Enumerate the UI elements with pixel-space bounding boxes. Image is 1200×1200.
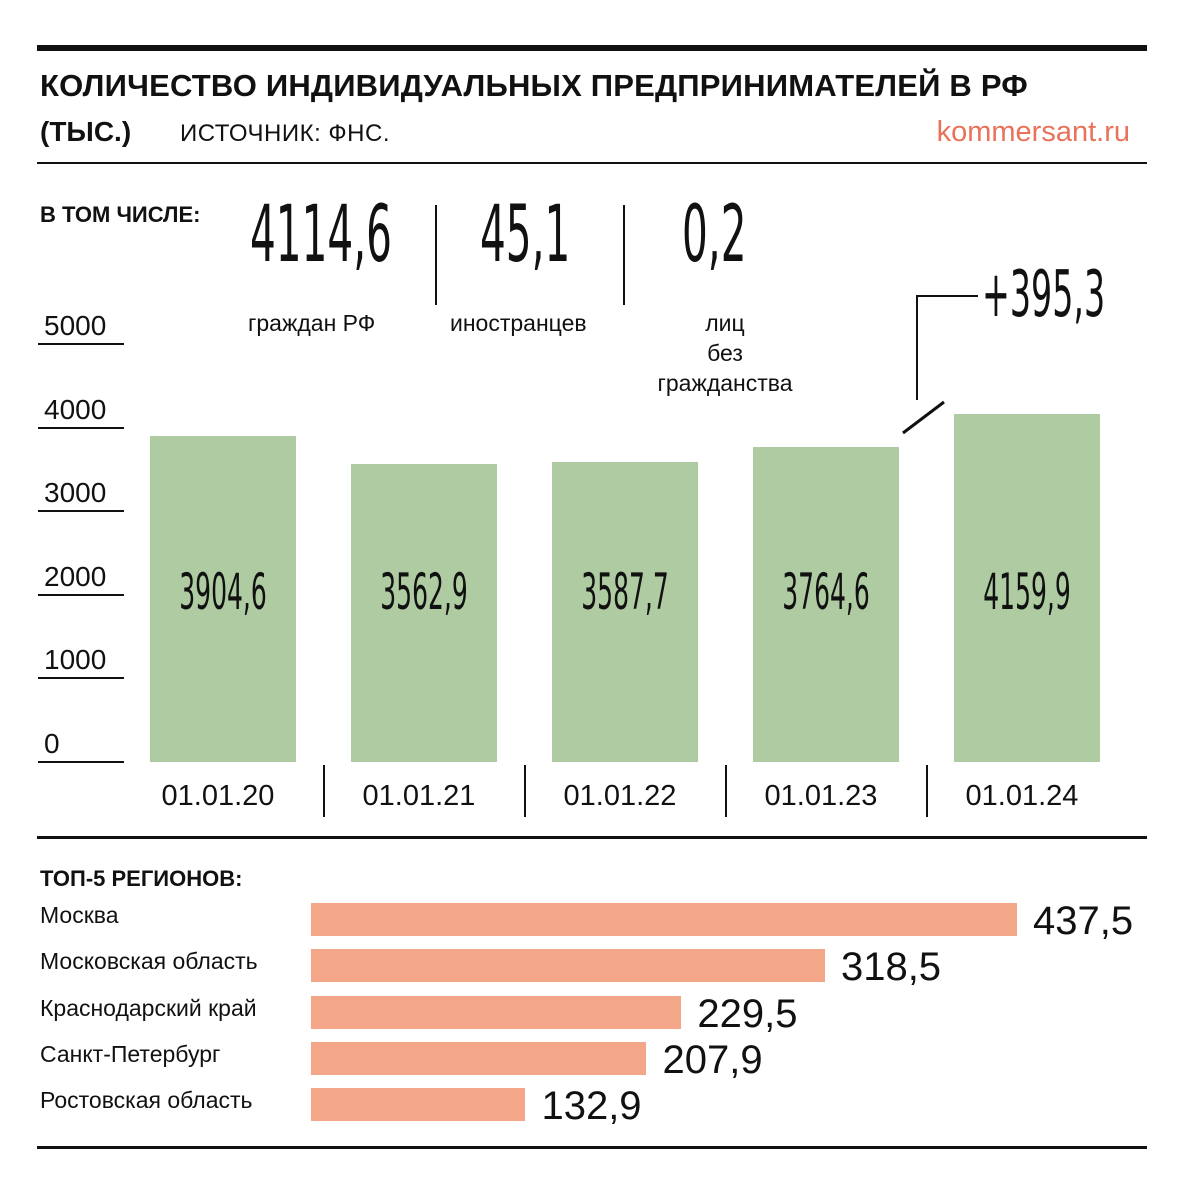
x-category-label: 01.01.20: [161, 780, 275, 812]
y-tick-label: 5000: [44, 310, 107, 341]
citizens-value: 4114,6: [250, 190, 392, 280]
bar: [351, 464, 497, 762]
y-tick-line: [38, 593, 124, 596]
x-category-label: 01.01.22: [563, 780, 677, 812]
y-tick-line: [38, 343, 124, 345]
y-tick-label: 4000: [44, 393, 107, 425]
x-category-separator: [524, 765, 526, 817]
middle-rule: [37, 836, 1147, 839]
region-bar: [311, 995, 682, 1029]
breakdown-label: В ТОМ ЧИСЛЕ:: [40, 202, 201, 227]
stateless-label-line1: лиц: [705, 310, 745, 336]
breakdown-separator: [435, 205, 437, 305]
x-category-separator: [323, 765, 325, 817]
y-tick-line: [38, 677, 124, 680]
foreigners-label: иностранцев: [450, 310, 587, 336]
delta-leader-line: [916, 295, 978, 400]
foreigners-value: 45,1: [480, 190, 571, 280]
region-name: Ростовская область: [40, 1087, 253, 1114]
brand-link[interactable]: kommersant.ru: [936, 116, 1130, 148]
x-category-separator: [926, 765, 928, 817]
region-name: Московская область: [40, 948, 258, 975]
x-category-label: 01.01.21: [362, 780, 476, 812]
bar-value-label: 3562,9: [380, 563, 468, 621]
region-value-label: 437,5: [1033, 899, 1134, 943]
source-label: ИСТОЧНИК: ФНС.: [180, 120, 390, 147]
delta-break-mark: [902, 400, 945, 435]
y-tick-label: 2000: [44, 560, 107, 592]
y-tick-line: [38, 510, 124, 513]
delta-annotation: +395,3: [982, 258, 1106, 332]
y-tick-line: [38, 426, 124, 429]
region-bar: [311, 903, 1017, 936]
region-name: Краснодарский край: [40, 994, 257, 1021]
y-tick-label: 1000: [44, 644, 107, 676]
region-value-label: 207,9: [662, 1037, 763, 1082]
bar-value-label: 3904,6: [179, 563, 267, 621]
bar-value-label: 3764,6: [782, 563, 870, 621]
citizens-label: граждан РФ: [248, 310, 376, 336]
bar: [150, 435, 296, 762]
unit-label: (ТЫС.): [40, 116, 132, 147]
bottom-rule: [37, 1146, 1147, 1149]
region-name: Москва: [40, 902, 119, 928]
region-bar: [311, 1088, 526, 1122]
y-tick-line: [38, 761, 124, 763]
chart-title: КОЛИЧЕСТВО ИНДИВИДУАЛЬНЫХ ПРЕДПРИНИМАТЕЛ…: [40, 68, 1028, 103]
regions-title: ТОП-5 РЕГИОНОВ:: [40, 866, 243, 891]
region-bar: [311, 1041, 647, 1075]
bar: [552, 462, 698, 762]
x-category-label: 01.01.24: [965, 780, 1079, 812]
y-tick-label: 3000: [44, 477, 107, 509]
region-name: Санкт-Петербург: [40, 1040, 221, 1067]
header-rule: [37, 162, 1147, 164]
bar-value-label: 3587,7: [581, 563, 669, 621]
breakdown-separator: [623, 205, 625, 305]
region-value-label: 318,5: [840, 945, 942, 990]
top-rule: [37, 45, 1147, 51]
x-category-separator: [725, 765, 727, 817]
region-value-label: 229,5: [697, 991, 798, 1036]
x-category-label: 01.01.23: [764, 780, 878, 812]
stateless-label-line2: без: [707, 340, 743, 366]
stateless-value: 0,2: [682, 190, 747, 280]
stateless-label-line3: гражданства: [657, 370, 793, 396]
bar: [753, 447, 899, 762]
bar: [954, 414, 1100, 762]
bar-value-label: 4159,9: [983, 563, 1071, 621]
y-tick-label: 0: [44, 728, 60, 759]
region-bar: [311, 949, 825, 983]
region-value-label: 132,9: [541, 1084, 642, 1129]
